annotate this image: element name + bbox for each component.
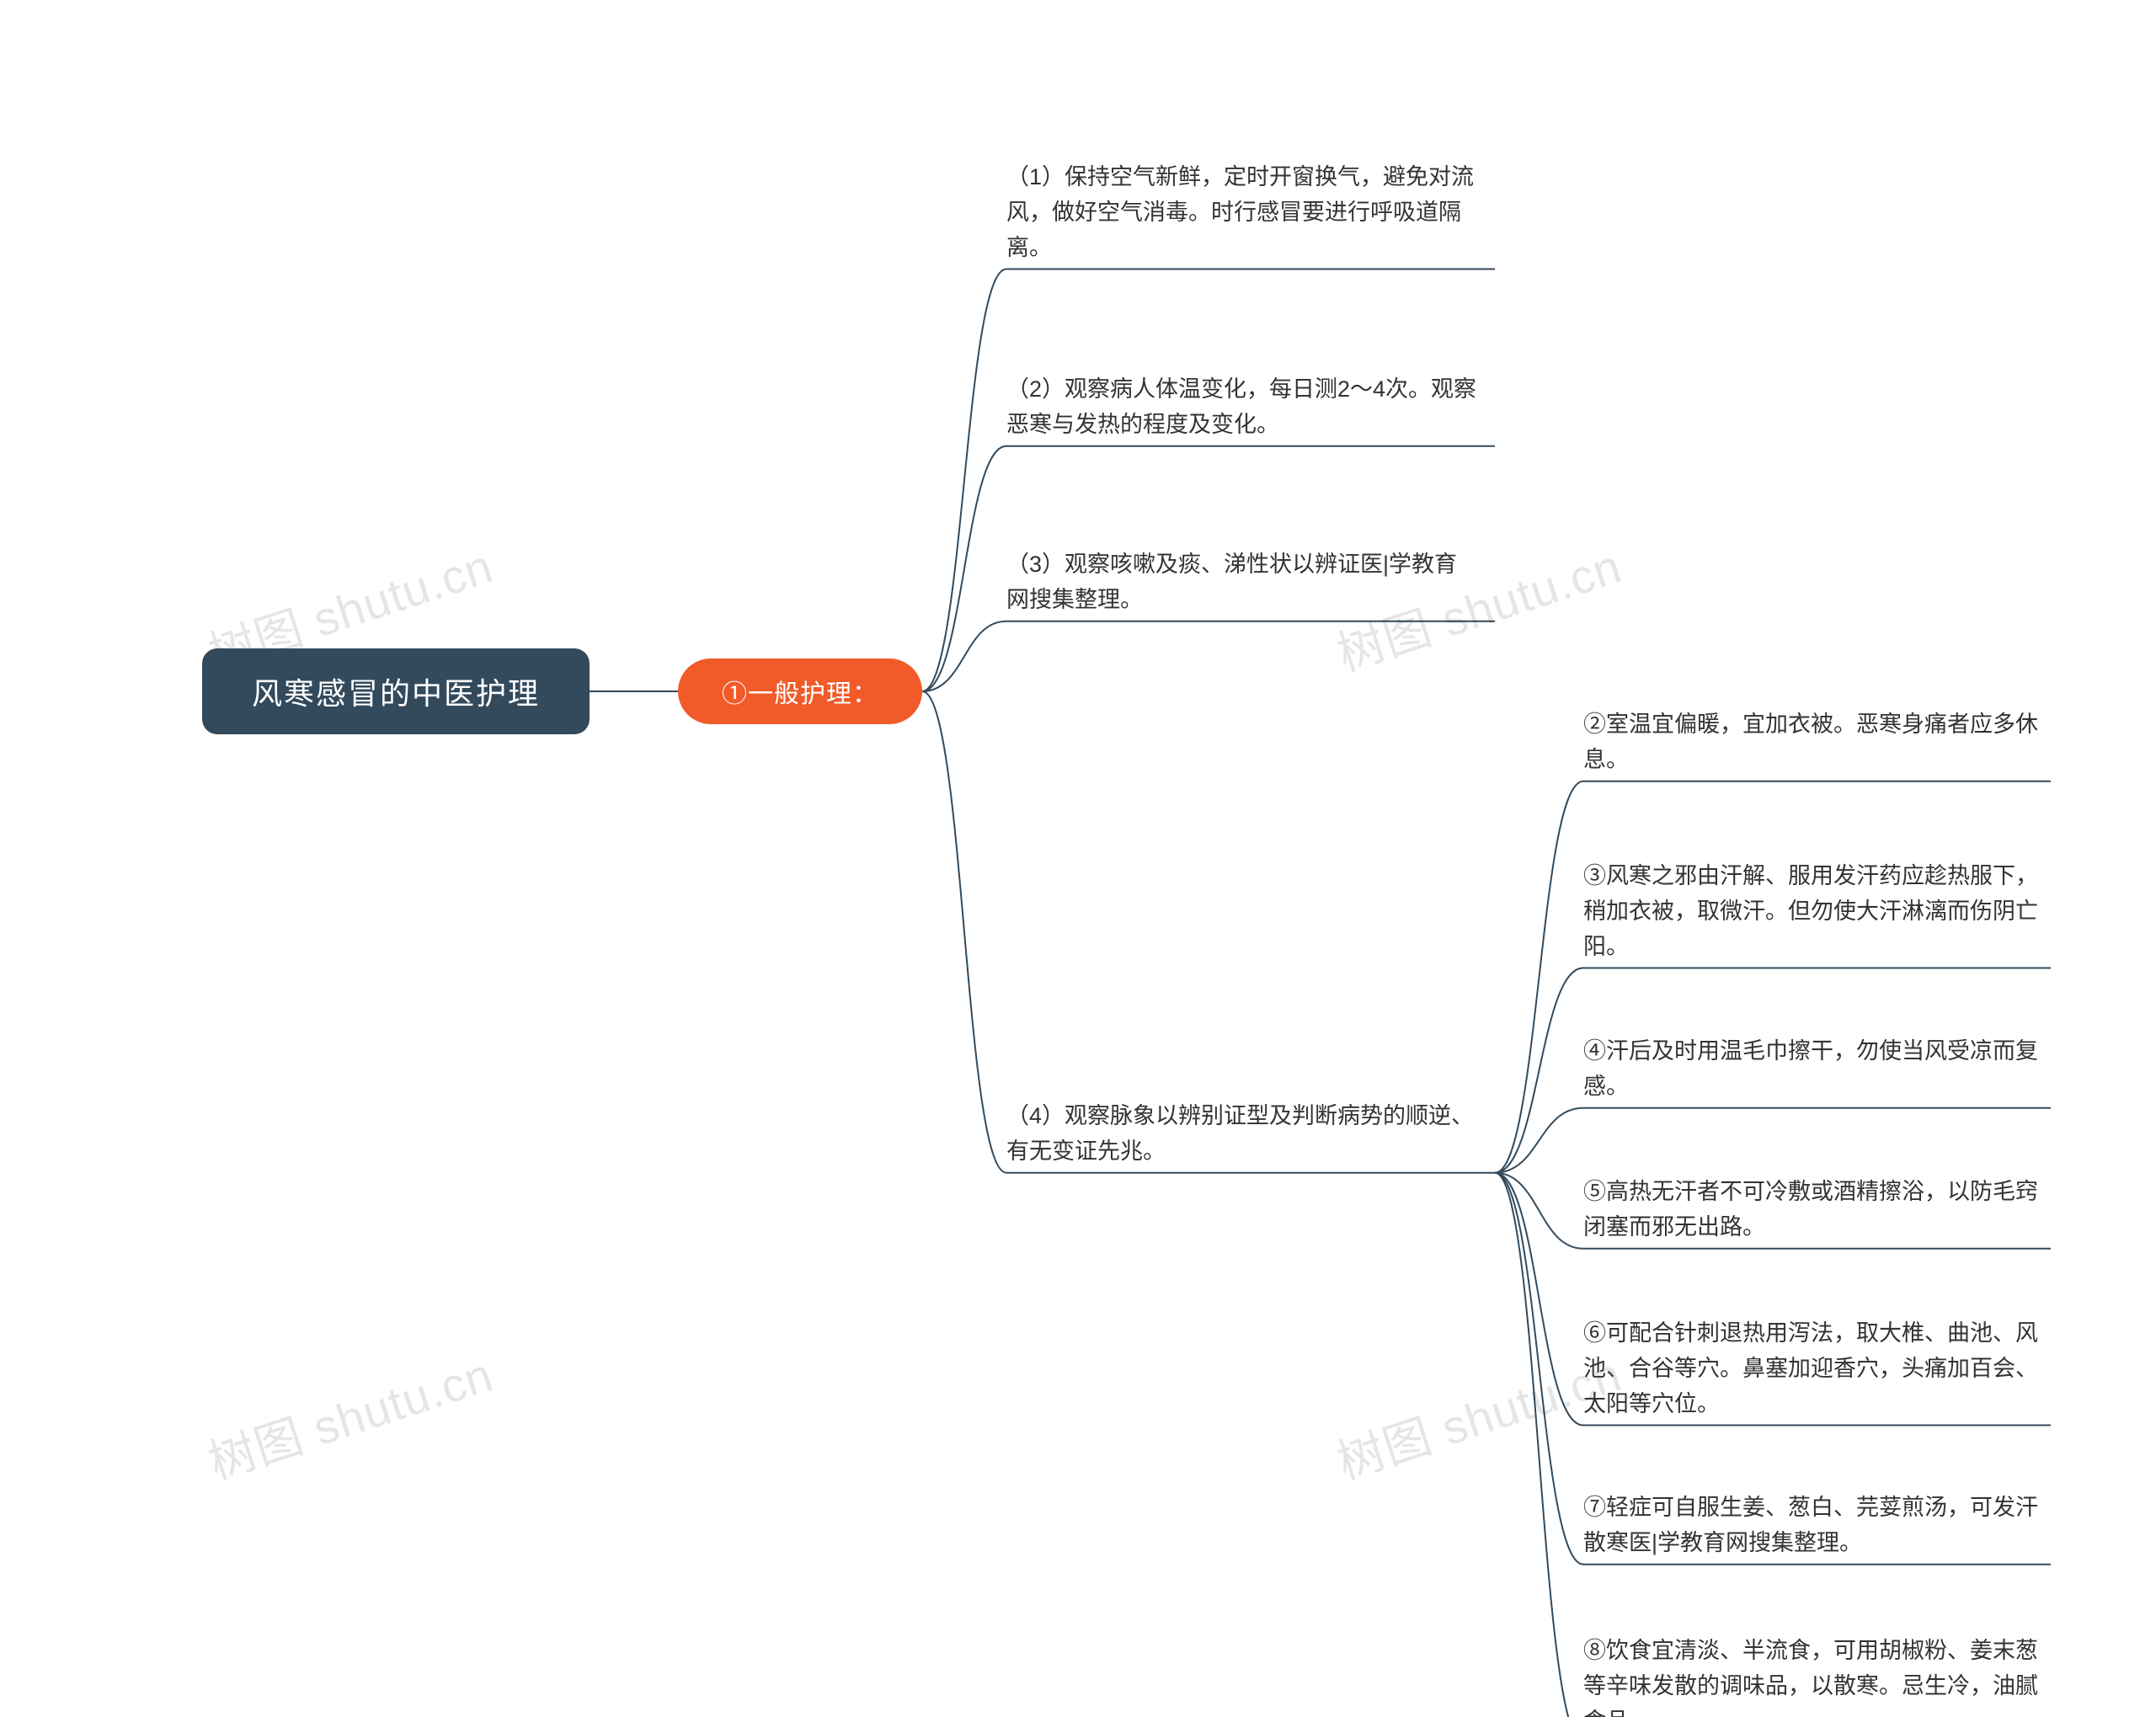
root-node[interactable]: 风寒感冒的中医护理 xyxy=(202,648,590,734)
subleaf-5[interactable]: ⑤高热无汗者不可冷敷或酒精擦浴，以防毛窍闭塞而邪无出路。 xyxy=(1583,1175,2038,1245)
subleaf-text: ④汗后及时用温毛巾擦干，勿使当风受凉而复感。 xyxy=(1583,1034,2038,1105)
watermark: 树图 shutu.cn xyxy=(199,1337,500,1493)
mindmap-canvas: 树图 shutu.cn 树图 shutu.cn 树图 shutu.cn 树图 s… xyxy=(0,0,2156,1717)
subleaf-3[interactable]: ③风寒之邪由汗解、服用发汗药应趁热服下，稍加衣被，取微汗。但勿使大汗淋漓而伤阴亡… xyxy=(1583,859,2038,965)
subleaf-text: ②室温宜偏暖，宜加衣被。恶寒身痛者应多休息。 xyxy=(1583,707,2038,778)
subleaf-text: ③风寒之邪由汗解、服用发汗药应趁热服下，稍加衣被，取微汗。但勿使大汗淋漓而伤阴亡… xyxy=(1583,859,2038,965)
subleaf-6[interactable]: ⑥可配合针刺退热用泻法，取大椎、曲池、风池、合谷等穴。鼻塞加迎香穴，头痛加百会、… xyxy=(1583,1316,2038,1422)
subleaf-2[interactable]: ②室温宜偏暖，宜加衣被。恶寒身痛者应多休息。 xyxy=(1583,707,2038,778)
root-label: 风寒感冒的中医护理 xyxy=(252,669,540,713)
subleaf-text: ⑤高热无汗者不可冷敷或酒精擦浴，以防毛窍闭塞而邪无出路。 xyxy=(1583,1175,2038,1245)
branch-label: ①一般护理： xyxy=(722,673,878,710)
subleaf-text: ⑧饮食宜清淡、半流食，可用胡椒粉、姜末葱等辛味发散的调味品，以散寒。忌生冷，油腻… xyxy=(1583,1634,2038,1717)
leaf-text: （2）观察病人体温变化，每日测2～4次。观察恶寒与发热的程度及变化。 xyxy=(1006,372,1478,443)
leaf-text: （1）保持空气新鲜，定时开窗换气，避免对流风，做好空气消毒。时行感冒要进行呼吸道… xyxy=(1006,160,1478,266)
leaf-4[interactable]: （4）观察脉象以辨别证型及判断病势的顺逆、有无变证先兆。 xyxy=(1006,1099,1478,1170)
leaf-2[interactable]: （2）观察病人体温变化，每日测2～4次。观察恶寒与发热的程度及变化。 xyxy=(1006,372,1478,443)
branch-general-care[interactable]: ①一般护理： xyxy=(678,659,922,724)
subleaf-7[interactable]: ⑦轻症可自服生姜、葱白、芫荽煎汤，可发汗散寒医|学教育网搜集整理。 xyxy=(1583,1490,2038,1561)
leaf-3[interactable]: （3）观察咳嗽及痰、涕性状以辨证医|学教育网搜集整理。 xyxy=(1006,547,1478,618)
leaf-1[interactable]: （1）保持空气新鲜，定时开窗换气，避免对流风，做好空气消毒。时行感冒要进行呼吸道… xyxy=(1006,160,1478,266)
subleaf-text: ⑥可配合针刺退热用泻法，取大椎、曲池、风池、合谷等穴。鼻塞加迎香穴，头痛加百会、… xyxy=(1583,1316,2038,1422)
subleaf-text: ⑦轻症可自服生姜、葱白、芫荽煎汤，可发汗散寒医|学教育网搜集整理。 xyxy=(1583,1490,2038,1561)
subleaf-4[interactable]: ④汗后及时用温毛巾擦干，勿使当风受凉而复感。 xyxy=(1583,1034,2038,1105)
subleaf-8[interactable]: ⑧饮食宜清淡、半流食，可用胡椒粉、姜末葱等辛味发散的调味品，以散寒。忌生冷，油腻… xyxy=(1583,1634,2038,1717)
leaf-text: （3）观察咳嗽及痰、涕性状以辨证医|学教育网搜集整理。 xyxy=(1006,547,1478,618)
leaf-text: （4）观察脉象以辨别证型及判断病势的顺逆、有无变证先兆。 xyxy=(1006,1099,1478,1170)
